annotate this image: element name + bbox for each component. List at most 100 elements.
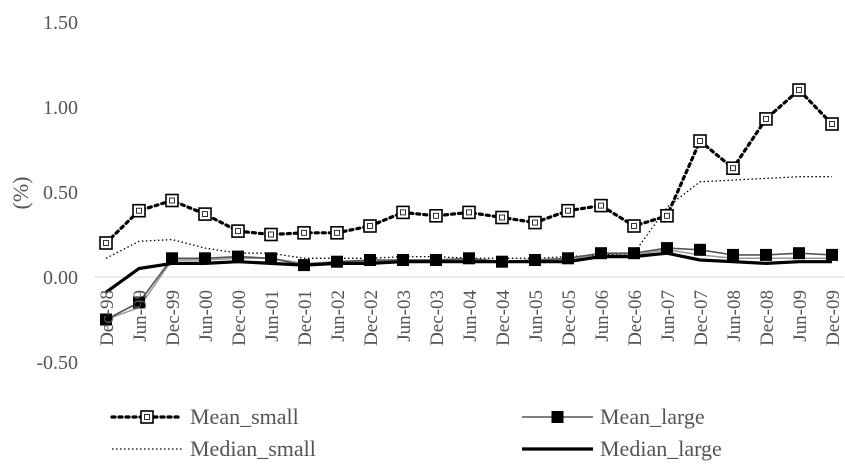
x-tick-label: Dec-08 xyxy=(757,290,778,346)
marker-mean-large xyxy=(826,248,838,261)
marker-mean-small xyxy=(396,205,410,220)
marker-mean-small-inner xyxy=(268,231,274,238)
series-line-median-large xyxy=(105,251,832,294)
marker-mean-small-inner xyxy=(301,229,307,236)
x-tick-label: Dec-99 xyxy=(163,290,184,346)
marker-mean-small xyxy=(330,226,344,240)
marker-mean-small xyxy=(825,117,839,131)
y-tick-label: 0.00 xyxy=(43,267,78,289)
marker-mean-large xyxy=(760,248,772,261)
marker-mean-small xyxy=(198,207,212,221)
marker-mean-small xyxy=(363,219,377,233)
marker-mean-small-inner xyxy=(565,207,571,214)
marker-mean-small-inner xyxy=(103,240,109,246)
legend-label: Median_large xyxy=(600,436,722,461)
marker-mean-large xyxy=(694,243,706,256)
marker-mean-small-inner xyxy=(202,211,208,218)
marker-mean-large xyxy=(529,254,541,266)
marker-mean-large xyxy=(793,247,805,260)
marker-mean-small-inner xyxy=(367,223,373,229)
marker-mean-small-inner xyxy=(235,228,241,235)
marker-mean-small xyxy=(627,219,641,233)
marker-mean-small xyxy=(165,193,179,208)
marker-mean-large xyxy=(562,252,574,265)
x-tick-label: Jun-99 xyxy=(130,290,151,342)
marker-mean-large xyxy=(133,296,145,309)
x-tick-label: Dec-07 xyxy=(691,290,712,346)
marker-mean-small-inner xyxy=(499,214,505,221)
y-axis-label: (%) xyxy=(8,177,33,210)
marker-mean-small-inner xyxy=(697,138,703,144)
x-tick-label: Dec-09 xyxy=(823,290,844,346)
x-tick-label: Dec-03 xyxy=(427,290,448,346)
y-tick-label: 1.00 xyxy=(43,97,78,119)
marker-mean-small-inner xyxy=(763,116,769,122)
x-axis-tick-labels: Dec-98 Jun-99 Dec-99 Jun-00 Dec-00 Jun-01 Dec-… xyxy=(97,290,844,346)
marker-mean-large xyxy=(661,242,673,255)
marker-mean-small xyxy=(495,210,509,225)
marker-mean-small-inner xyxy=(136,207,142,214)
marker-mean-small-inner xyxy=(664,212,670,219)
marker-mean-small xyxy=(792,83,806,97)
marker-mean-large xyxy=(199,252,211,265)
marker-mean-small xyxy=(99,236,113,250)
marker-mean-small-inner xyxy=(829,121,835,127)
marker-mean-large xyxy=(463,252,475,265)
marker-mean-small xyxy=(528,215,542,230)
marker-mean-small-inner xyxy=(631,223,637,229)
y-tick-label: -0.50 xyxy=(36,352,78,374)
legend-marker-open-square xyxy=(140,410,154,424)
marker-mean-small-inner xyxy=(796,87,802,93)
marker-mean-small xyxy=(132,203,146,218)
legend: Mean_small Mean_large Median_small Median_l… xyxy=(110,404,722,461)
marker-mean-small-inner xyxy=(169,197,175,204)
marker-mean-large xyxy=(232,250,244,263)
marker-mean-small-inner xyxy=(730,165,736,172)
x-tick-label: Dec-02 xyxy=(361,290,382,346)
marker-mean-small xyxy=(264,227,278,242)
plot-series xyxy=(99,83,839,326)
marker-mean-small xyxy=(759,112,773,126)
marker-mean-small-inner xyxy=(400,209,406,216)
y-axis-tick-labels: 1.50 1.00 0.50 0.00 -0.50 xyxy=(36,12,78,374)
x-tick-label: Jun-06 xyxy=(592,290,613,342)
marker-mean-small xyxy=(594,198,608,213)
x-tick-label: Dec-04 xyxy=(493,290,514,346)
marker-mean-large xyxy=(727,248,739,261)
marker-mean-small-inner xyxy=(433,212,439,219)
legend-label: Median_small xyxy=(190,436,316,461)
x-tick-label: Jun-08 xyxy=(724,290,745,342)
series-line-mean-small xyxy=(104,88,834,245)
marker-mean-large xyxy=(397,254,409,266)
marker-mean-small xyxy=(297,226,311,240)
x-tick-label: Jun-03 xyxy=(394,290,415,342)
x-tick-label: Jun-00 xyxy=(196,290,217,342)
x-tick-label: Jun-02 xyxy=(328,290,349,342)
x-tick-label: Dec-06 xyxy=(625,290,646,346)
x-tick-label: Dec-98 xyxy=(97,290,118,346)
marker-mean-small xyxy=(693,134,707,148)
marker-mean-large xyxy=(430,254,442,266)
legend-marker-inner xyxy=(144,414,150,420)
marker-mean-small xyxy=(231,224,245,238)
legend-label: Mean_small xyxy=(190,404,299,429)
marker-mean-small xyxy=(561,203,575,218)
marker-mean-small-inner xyxy=(334,229,340,236)
marker-mean-small-inner xyxy=(532,219,538,226)
marker-mean-small xyxy=(429,209,443,223)
marker-mean-small-inner xyxy=(466,209,472,216)
marker-mean-large xyxy=(265,252,277,265)
legend-marker-filled-square xyxy=(551,411,564,423)
marker-mean-large xyxy=(166,252,178,265)
y-tick-label: 1.50 xyxy=(43,12,78,34)
y-tick-label: 0.50 xyxy=(43,182,78,204)
x-tick-label: Jun-07 xyxy=(658,290,679,342)
x-tick-label: Dec-01 xyxy=(295,290,316,346)
x-tick-label: Dec-05 xyxy=(559,290,580,346)
x-tick-label: Jun-01 xyxy=(262,290,283,342)
x-tick-label: Dec-00 xyxy=(229,290,250,346)
x-tick-label: Jun-09 xyxy=(790,290,811,342)
x-tick-label: Jun-04 xyxy=(460,290,481,342)
x-tick-label: Jun-05 xyxy=(526,290,547,342)
